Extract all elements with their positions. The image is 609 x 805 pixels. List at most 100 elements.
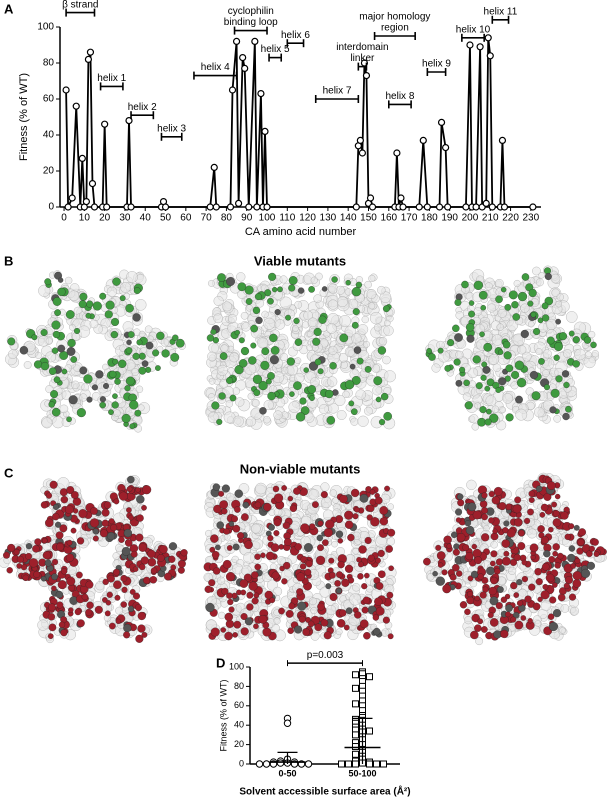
residue xyxy=(527,508,534,516)
surface-mesh xyxy=(235,397,245,407)
p-value: p=0.003 xyxy=(307,650,344,661)
surface-mesh xyxy=(290,520,300,531)
residue xyxy=(55,521,62,528)
residue xyxy=(253,623,259,630)
residue xyxy=(105,300,115,310)
residue xyxy=(267,534,274,542)
residue xyxy=(379,517,389,526)
residue xyxy=(489,618,499,627)
residue xyxy=(150,567,158,574)
residue xyxy=(550,388,560,398)
residue xyxy=(74,327,81,334)
residue xyxy=(108,409,114,415)
data-point xyxy=(68,194,76,202)
surface-mesh xyxy=(534,620,542,627)
residue xyxy=(285,314,291,321)
annotation-text: helix 8 xyxy=(385,91,414,102)
residue xyxy=(325,519,335,529)
residue xyxy=(48,401,55,408)
surface-mesh xyxy=(491,405,499,413)
residue xyxy=(321,286,328,292)
residue xyxy=(40,576,47,582)
residue xyxy=(259,407,267,415)
residue xyxy=(254,563,261,571)
residue xyxy=(350,408,358,415)
surface-mesh xyxy=(538,272,545,279)
residue xyxy=(572,336,580,344)
residue xyxy=(55,590,64,599)
residue xyxy=(286,357,295,366)
surface-mesh xyxy=(542,349,552,359)
residue xyxy=(365,486,372,493)
residue xyxy=(356,357,364,365)
residue xyxy=(362,596,371,605)
residue xyxy=(488,517,495,524)
residue xyxy=(135,533,144,542)
surface-mesh xyxy=(535,348,543,355)
residue xyxy=(375,582,384,590)
surface-mesh xyxy=(144,325,153,334)
residue xyxy=(315,555,326,565)
annotation-text: cyclophilin xyxy=(228,6,274,17)
x-tick-label: 190 xyxy=(441,213,458,224)
residue xyxy=(120,601,127,608)
residue xyxy=(380,392,389,401)
residue xyxy=(113,568,120,576)
residue xyxy=(56,601,64,609)
residue xyxy=(109,492,118,501)
residue xyxy=(102,578,109,586)
surface-mesh xyxy=(23,361,32,369)
surface-mesh xyxy=(337,296,348,308)
surface-mesh xyxy=(67,565,77,576)
residue xyxy=(121,586,128,593)
residue xyxy=(108,518,115,525)
residue xyxy=(548,621,558,632)
residue xyxy=(528,288,537,298)
data-point xyxy=(393,149,401,157)
residue xyxy=(578,528,587,537)
bracket xyxy=(99,82,124,91)
y-tick-label: 0 xyxy=(48,202,54,213)
surface-mesh xyxy=(464,616,473,625)
residue xyxy=(337,538,344,544)
residue xyxy=(234,506,241,513)
annotation-text: helix 1 xyxy=(97,73,126,84)
residue xyxy=(364,365,372,373)
residue xyxy=(76,537,85,545)
residue xyxy=(76,408,86,418)
data-point xyxy=(482,199,490,207)
residue xyxy=(299,397,307,405)
residue xyxy=(226,277,235,286)
residue xyxy=(491,496,501,505)
residue xyxy=(467,591,474,598)
surface-mesh xyxy=(122,321,134,333)
residue xyxy=(351,321,359,329)
residue xyxy=(212,483,221,491)
surface-mesh xyxy=(320,497,332,509)
surface-mesh xyxy=(366,585,374,593)
residue xyxy=(353,346,362,354)
residue xyxy=(228,521,235,527)
residue xyxy=(233,620,242,629)
surface-mesh xyxy=(216,576,226,585)
residue xyxy=(344,520,354,529)
residue xyxy=(245,298,253,305)
surface-mesh xyxy=(569,606,580,616)
residue xyxy=(466,334,475,343)
surface-mesh xyxy=(59,404,69,414)
residue xyxy=(464,608,471,616)
surface-mesh xyxy=(241,322,251,332)
data-point xyxy=(415,203,423,211)
residue xyxy=(534,567,542,576)
residue xyxy=(363,632,371,640)
residue xyxy=(31,334,38,341)
surface-mesh xyxy=(213,295,224,307)
residue xyxy=(52,330,61,339)
residue xyxy=(308,620,315,628)
residue xyxy=(273,493,284,503)
residue xyxy=(89,518,100,528)
residue xyxy=(489,413,499,423)
residue xyxy=(294,625,303,634)
residue xyxy=(546,336,555,345)
